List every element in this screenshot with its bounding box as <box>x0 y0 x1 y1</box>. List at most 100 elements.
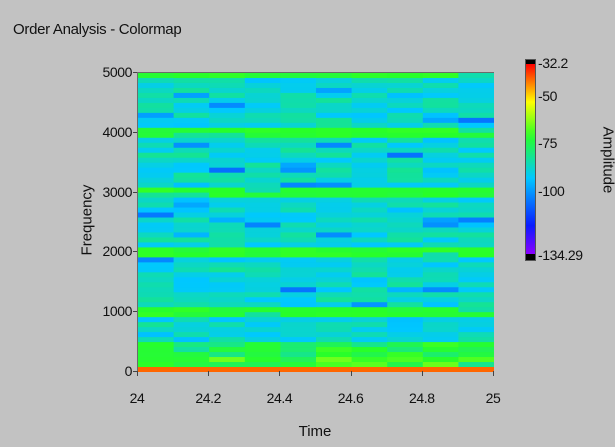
heatmap-cell <box>458 357 494 363</box>
heatmap-cell <box>316 77 353 84</box>
heatmap-cell <box>280 132 317 139</box>
heatmap-cell <box>422 262 459 268</box>
heatmap-cell <box>387 132 424 139</box>
heatmap-cell <box>209 282 246 288</box>
heatmap-cell <box>422 332 459 338</box>
heatmap-cell <box>422 172 459 179</box>
heatmap-cell <box>209 147 246 154</box>
heatmap-cell <box>387 332 424 338</box>
heatmap-cell <box>422 162 459 169</box>
heatmap-cell <box>138 262 175 268</box>
heatmap-cell <box>351 242 388 249</box>
heatmap-cell <box>422 317 459 323</box>
color-scale-bar[interactable] <box>525 59 536 261</box>
heatmap-cell <box>458 177 494 184</box>
y-axis-label: Frequency <box>78 184 96 256</box>
heatmap-cell <box>173 347 210 353</box>
heatmap-cell <box>458 277 494 283</box>
heatmap-cell <box>138 112 175 119</box>
heatmap-cell <box>138 127 175 134</box>
heatmap-cell <box>244 327 281 333</box>
heatmap-cell <box>173 352 210 358</box>
heatmap-cell <box>244 302 281 308</box>
heatmap-cell <box>173 337 210 343</box>
heatmap-cell <box>458 227 494 234</box>
heatmap-cell <box>458 302 494 308</box>
heatmap-cell <box>351 172 388 179</box>
heatmap-cell <box>138 257 175 263</box>
heatmap-cell <box>209 182 246 189</box>
heatmap-cell <box>422 247 459 253</box>
heatmap-cell <box>458 237 494 244</box>
heatmap-cell <box>316 252 353 258</box>
heatmap-cell <box>422 342 459 348</box>
heatmap-cell <box>422 97 459 104</box>
heatmap-cell <box>387 227 424 234</box>
heatmap-cell <box>209 297 246 303</box>
heatmap-cell <box>458 152 494 159</box>
heatmap-cell <box>280 162 317 169</box>
heatmap-cell <box>173 122 210 129</box>
x-tick-mark <box>279 371 281 376</box>
heatmap-cell <box>351 132 388 139</box>
heatmap-cell <box>280 77 317 84</box>
heatmap-cell <box>173 147 210 154</box>
heatmap-cell <box>280 122 317 129</box>
heatmap-cell <box>458 317 494 323</box>
heatmap-cell <box>280 302 317 308</box>
heatmap-cell <box>138 182 175 189</box>
heatmap-cell <box>387 162 424 169</box>
heatmap-cell <box>458 257 494 263</box>
heatmap-cell <box>138 337 175 343</box>
heatmap-cell <box>458 97 494 104</box>
heatmap-cell <box>244 167 281 174</box>
y-tick-mark <box>133 72 137 73</box>
heatmap-cell <box>173 202 210 209</box>
heatmap-cell <box>316 332 353 338</box>
heatmap-cell <box>209 327 246 333</box>
color-scale-label: Amplitude <box>599 126 615 194</box>
heatmap-cell <box>173 222 210 229</box>
heatmap-cell <box>280 107 317 114</box>
heatmap-cell <box>387 212 424 219</box>
heatmap-cell <box>387 157 424 164</box>
heatmap-cell <box>138 247 175 253</box>
heatmap-cell <box>244 227 281 234</box>
heatmap-cell <box>387 73 424 79</box>
heatmap-cell <box>387 177 424 184</box>
heatmap-cell <box>458 182 494 189</box>
heatmap-cell <box>458 322 494 328</box>
plot-area[interactable] <box>137 72 494 372</box>
heatmap-cell <box>351 207 388 214</box>
heatmap-cell <box>316 132 353 139</box>
heatmap-cell <box>422 312 459 318</box>
heatmap-cell <box>173 102 210 109</box>
heatmap-cell <box>458 352 494 358</box>
heatmap-cell <box>387 137 424 144</box>
heatmap-cell <box>351 362 388 368</box>
heatmap-cell <box>422 152 459 159</box>
heatmap-cell <box>244 292 281 298</box>
heatmap-cell <box>458 342 494 348</box>
x-tick-label: 24.8 <box>408 390 435 406</box>
heatmap-cell <box>422 307 459 313</box>
heatmap-cell <box>138 332 175 338</box>
heatmap-cell <box>351 307 388 313</box>
x-tick-label: 24.6 <box>337 390 364 406</box>
heatmap-cell <box>209 117 246 124</box>
heatmap-cell <box>280 92 317 99</box>
heatmap-cell <box>458 192 494 199</box>
heatmap-cell <box>316 317 353 323</box>
heatmap-cell <box>387 182 424 189</box>
heatmap-cell <box>209 337 246 343</box>
heatmap-cell <box>458 222 494 229</box>
heatmap-cell <box>387 247 424 253</box>
heatmap-cell <box>422 82 459 89</box>
heatmap-cell <box>351 87 388 94</box>
heatmap-cell <box>422 347 459 353</box>
heatmap-cell <box>351 277 388 283</box>
heatmap-cell <box>458 82 494 89</box>
heatmap-cell <box>138 142 175 149</box>
heatmap-cell <box>422 297 459 303</box>
heatmap-cell <box>458 102 494 109</box>
